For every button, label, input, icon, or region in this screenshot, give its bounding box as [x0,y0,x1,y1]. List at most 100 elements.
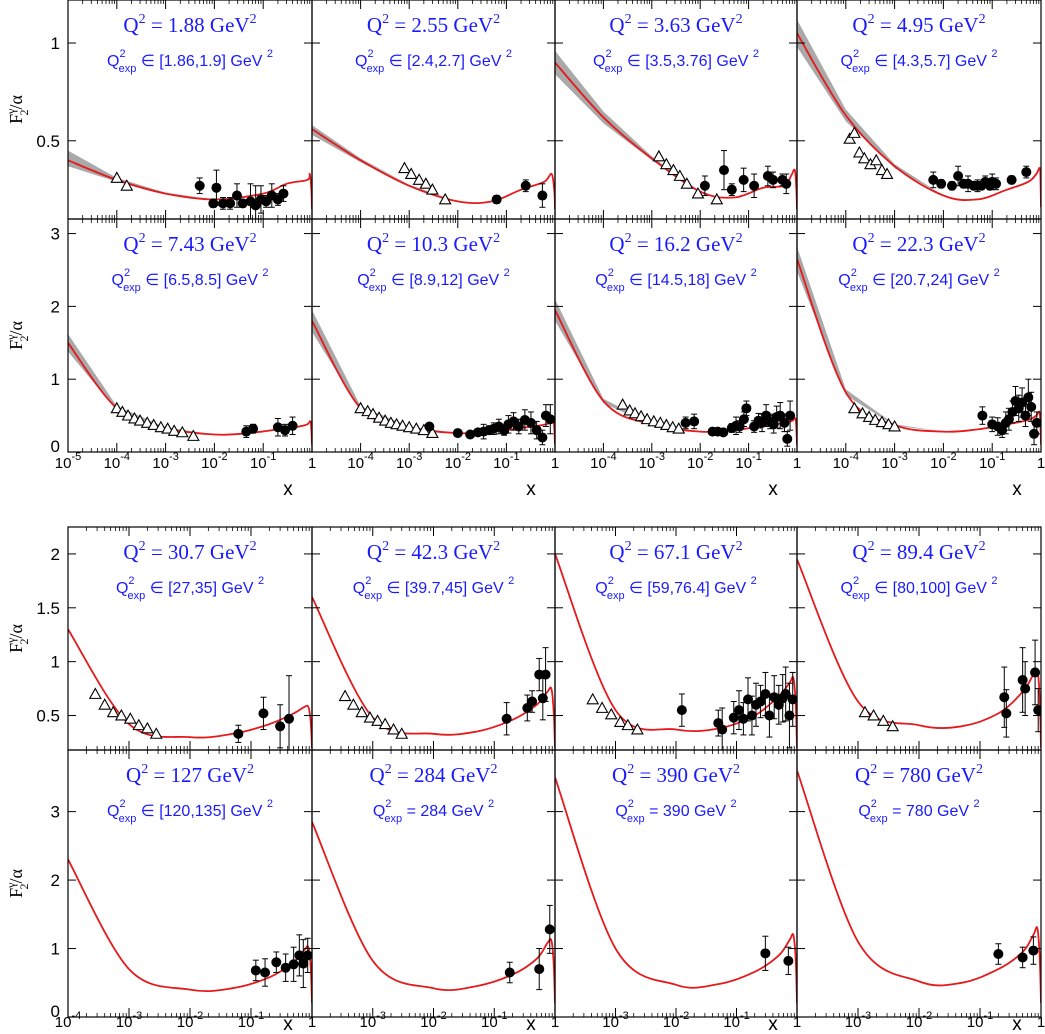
data-point-dot [294,950,305,961]
data-point-triangle [640,412,654,425]
data-point-triangle [395,727,409,739]
panel-subtitle-range: Q2 exp ∈ [59,76.4] GeV 2 [595,575,756,602]
x-tick-label: 10-2 [930,451,956,472]
panel-subtitle-range: Q2 exp ∈ [8.9,12] GeV 2 [357,267,510,294]
data-point-dot [250,965,261,976]
data-point-dot [1017,952,1028,963]
panel-subtitle-range: Q2 exp ∈ [2.4,2.7] GeV 2 [355,48,512,75]
data-point-triangle [115,405,129,417]
q2-value: = 1.88 GeV [146,13,250,37]
x-tick-label: 10-3 [396,451,422,472]
data-point-dot [278,188,289,199]
x-tick-base: 10 [152,455,169,472]
x-tick-label: 10-3 [152,451,178,472]
x-tick-base: 1 [551,455,559,472]
q2-exponent: 2 [870,762,877,777]
q2exp-unit-sup: 2 [994,267,1000,279]
data-point-triangle [438,192,452,205]
data-point-dot [946,180,957,191]
x-tick-base: 10 [55,1014,72,1031]
panel-plot-area [68,859,312,1004]
data-point-dot [757,417,768,428]
data-point-dot [1026,401,1037,412]
panel-frame [67,749,313,1018]
q2exp-sup: 2 [851,267,857,279]
x-axis-title: x [526,479,536,500]
data-point-triangle [106,705,120,718]
data-point-dot [452,428,463,439]
x-tick-exp: -2 [437,1010,447,1022]
q2exp-symbol: Q [111,272,123,289]
data-point-dot [1023,392,1034,403]
data-point-dot [764,710,775,721]
x-tick-label: 10-2 [906,1010,932,1031]
x-tick-base: 10 [735,455,752,472]
x-tick-label: 10-3 [360,1010,386,1031]
q2-exponent: 2 [868,539,875,554]
panel-plot-area [68,150,312,219]
data-point-dot [699,180,710,191]
y-tick-label: 0.5 [36,707,60,726]
data-point-dot [726,184,737,195]
data-point-dot [258,708,269,719]
x-tick-label: 10-2 [201,451,227,472]
x-tick-exp: -2 [679,1010,689,1022]
q2-value: = 67.1 GeV [632,540,736,564]
y-title-tail: /α [6,95,26,110]
data-point-triangle [868,413,882,425]
data-point-triangle [123,712,137,724]
q2-value: = 284 GeV [392,763,491,787]
x-tick-label: 10-4 [590,451,616,472]
data-point-dot [738,713,749,724]
x-tick-base: 10 [723,1014,740,1031]
data-point-dot [237,198,248,209]
q2-value: = 4.95 GeV [875,13,979,37]
q2exp-unit-sup: 2 [508,575,514,587]
q2exp-symbol: Q [353,580,365,597]
q2-symbol: Q [370,763,385,787]
x-tick-label: 10-4 [104,451,130,472]
theory-curve [312,821,555,1004]
data-point-dot [953,170,964,181]
data-point-triangle [346,698,360,710]
x-tick-label: 10-1 [723,1010,749,1031]
x-tick-base: 10 [347,455,364,472]
x-tick-exp: -3 [655,451,665,463]
q2exp-range: ∈ [2.4,2.7] GeV [384,53,506,70]
x-tick-label: 10-3 [639,451,665,472]
data-point-dot [783,955,794,966]
data-point-dot [734,705,745,716]
q2-symbol: Q [123,13,138,37]
x-tick-label: 10-2 [445,451,471,472]
panel-subtitle-range: Q2 exp ∈ [20.7,24] GeV 2 [838,267,999,294]
panel-title-q2: Q2 = 16.2 GeV2 [609,231,742,256]
data-point-dot [545,414,555,425]
data-point-dot [718,427,729,438]
data-point-dot [537,190,548,201]
data-point-dot [527,696,538,707]
q2-symbol: Q [612,763,627,787]
x-axis-title: x [283,479,293,500]
x-tick-base: 10 [360,1014,377,1031]
panel-title-q2: Q2 = 42.3 GeV2 [367,539,500,564]
data-point-triangle [425,183,439,195]
panel-subtitle-range: Q2 exp = 780 GeV 2 [858,798,979,825]
data-point-triangle [856,406,869,419]
data-point-dot [260,967,271,978]
q2exp-range: ∈ [27,35] GeV [145,580,258,597]
q2exp-range: ∈ [14.5,18] GeV [625,272,751,289]
data-point-dot [780,688,791,699]
x-tick-base: 10 [833,455,850,472]
q2exp-sup: 2 [853,575,859,587]
data-point-triangle [88,687,102,699]
q2-symbol: Q [609,540,624,564]
data-point-triangle [133,414,147,426]
data-point-triangle [857,151,871,164]
y-tick-label: 1 [51,653,60,672]
q2exp-symbol: Q [615,803,627,820]
q2exp-symbol: Q [107,803,119,820]
